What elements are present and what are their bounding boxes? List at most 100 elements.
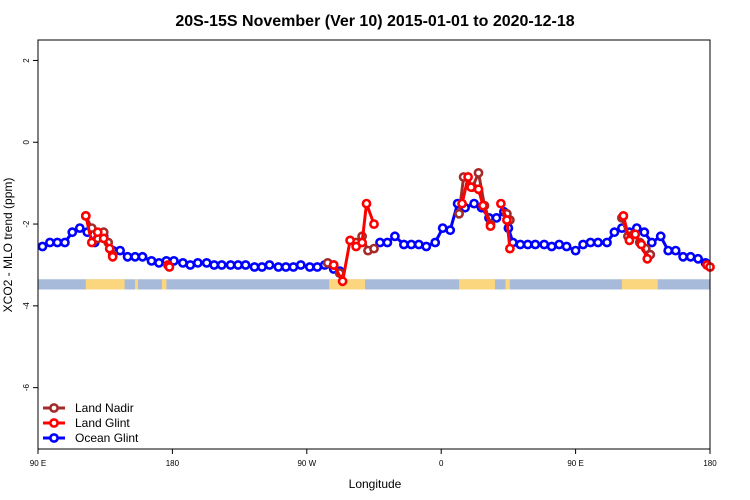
data-point-ocean-glint: [249, 262, 260, 272]
data-point-ocean-glint: [646, 237, 657, 248]
data-point-land-glint: [328, 260, 339, 270]
data-point-land-glint: [80, 210, 91, 221]
data-point-ocean-glint: [554, 239, 565, 250]
x-tick-label: 90 E: [30, 459, 46, 468]
data-point-ocean-glint: [389, 231, 400, 242]
y-tick-label: -6: [22, 383, 31, 391]
data-point-ocean-glint: [445, 225, 456, 236]
data-point-ocean-glint: [515, 239, 526, 250]
data-point-ocean-glint: [593, 237, 603, 248]
data-point-land-glint: [473, 184, 484, 195]
data-point-land-glint: [369, 219, 379, 229]
plot-frame: [37, 39, 711, 450]
series-layer: [37, 167, 715, 287]
x-axis-label: Longitude: [349, 477, 402, 491]
data-point-ocean-glint: [257, 262, 267, 272]
data-point-ocean-glint: [216, 260, 227, 270]
y-axis-label: XCO2 - MLO trend (ppm): [1, 178, 15, 313]
data-point-land-nadir: [454, 208, 464, 219]
data-point-land-glint: [98, 233, 109, 244]
data-point-land-nadir: [473, 167, 484, 178]
data-point-land-glint: [337, 276, 348, 287]
data-point-ocean-glint: [578, 239, 588, 250]
data-point-ocean-glint: [413, 239, 424, 250]
legend-item-ocean-glint: Ocean Glint: [43, 431, 139, 445]
data-point-ocean-glint: [546, 241, 557, 252]
data-point-ocean-glint: [154, 257, 164, 268]
data-point-ocean-glint: [585, 237, 596, 248]
x-tick-label: 90 W: [297, 459, 316, 468]
data-point-ocean-glint: [663, 245, 674, 256]
data-point-ocean-glint: [60, 237, 70, 248]
data-point-ocean-glint: [45, 237, 55, 248]
data-point-land-glint: [642, 253, 653, 264]
data-point-land-glint: [463, 172, 473, 182]
surface-strip: [38, 279, 710, 290]
data-point-land-glint: [86, 237, 97, 248]
series-line-ocean-glint: [380, 201, 707, 265]
data-point-ocean-glint: [312, 262, 323, 272]
data-point-ocean-glint: [225, 260, 236, 270]
x-tick-label: 90 E: [567, 459, 583, 468]
data-point-ocean-glint: [192, 257, 203, 268]
data-point-ocean-glint: [273, 262, 284, 272]
data-point-land-glint: [636, 239, 647, 250]
data-point-ocean-glint: [382, 237, 393, 248]
data-point-ocean-glint: [561, 241, 572, 252]
data-point-land-glint: [361, 198, 372, 209]
data-point-ocean-glint: [602, 237, 612, 248]
series-ocean-glint: [37, 198, 711, 276]
data-point-ocean-glint: [639, 227, 650, 238]
legend-marker: [49, 418, 59, 428]
data-point-ocean-glint: [209, 260, 220, 270]
data-point-ocean-glint: [264, 260, 275, 270]
x-tick-label: 0: [439, 459, 444, 468]
data-point-ocean-glint: [122, 251, 133, 262]
legend-label: Land Nadir: [75, 401, 134, 415]
land-strip-segment: [85, 279, 125, 290]
data-point-ocean-glint: [67, 227, 78, 238]
x-tick-label: 180: [703, 459, 717, 468]
data-point-ocean-glint: [233, 260, 243, 270]
data-point-ocean-glint: [406, 239, 417, 250]
data-point-ocean-glint: [115, 245, 125, 256]
data-point-ocean-glint: [146, 255, 157, 266]
data-point-ocean-glint: [74, 223, 85, 233]
data-point-ocean-glint: [421, 241, 432, 252]
data-point-ocean-glint: [469, 198, 479, 209]
data-point-ocean-glint: [539, 239, 550, 250]
data-point-ocean-glint: [670, 245, 681, 256]
data-point-ocean-glint: [530, 239, 541, 250]
data-point-ocean-glint: [288, 262, 299, 272]
land-strip-segment: [135, 279, 139, 290]
data-point-land-glint: [107, 251, 118, 262]
data-point-land-nadir: [369, 243, 379, 254]
data-point-land-glint: [478, 200, 488, 211]
land-strip-segment: [459, 279, 495, 290]
land-strip-segment: [505, 279, 510, 290]
data-point-land-glint: [92, 227, 103, 238]
legend-label: Ocean Glint: [75, 431, 139, 445]
data-point-land-glint: [501, 215, 512, 225]
data-point-ocean-glint: [37, 241, 48, 252]
land-strip-segment: [329, 279, 366, 290]
data-point-land-glint: [504, 243, 515, 254]
data-point-ocean-glint: [678, 251, 688, 262]
data-point-land-glint: [630, 229, 641, 240]
y-tick-label: 2: [22, 58, 31, 63]
legend-marker: [49, 433, 59, 443]
data-point-land-glint: [357, 237, 367, 248]
data-point-land-glint: [618, 210, 629, 221]
data-point-ocean-glint: [609, 227, 620, 238]
ocean-strip: [38, 279, 710, 290]
data-point-ocean-glint: [685, 251, 696, 262]
legend-item-land-glint: Land Glint: [43, 416, 130, 430]
x-axis: 90 E 180 90 W 0 90 E 180: [30, 449, 717, 468]
data-point-land-glint: [164, 262, 175, 272]
x-tick-label: 180: [166, 459, 180, 468]
chart-title: 20S-15S November (Ver 10) 2015-01-01 to …: [175, 13, 574, 30]
data-point-ocean-glint: [304, 262, 315, 272]
land-strip-segment: [161, 279, 167, 290]
data-point-ocean-glint: [280, 262, 291, 272]
